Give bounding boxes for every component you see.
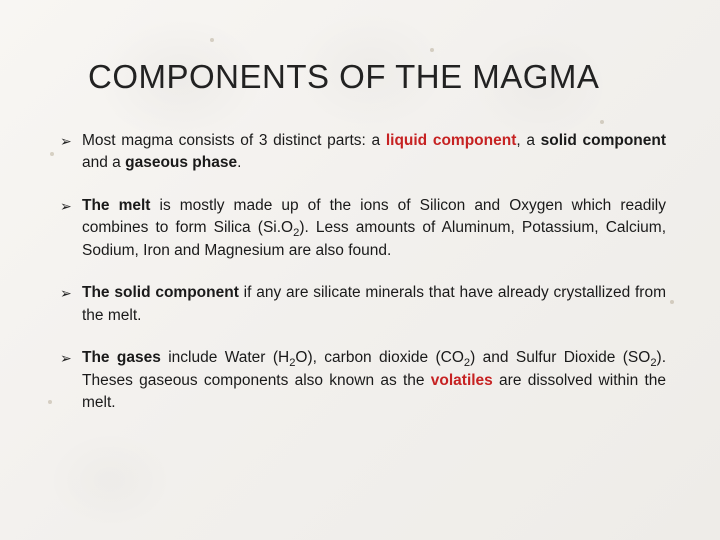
- text-run: .: [237, 154, 241, 171]
- decorative-dot: [600, 120, 604, 124]
- text-run: ) and Sulfur Dioxide (SO: [470, 349, 650, 366]
- decorative-dot: [430, 48, 434, 52]
- decorative-dot: [48, 400, 52, 404]
- bullet-item: Most magma consists of 3 distinct parts:…: [60, 130, 666, 175]
- text-run: O), carbon dioxide (CO: [295, 349, 464, 366]
- emphasis-red: volatiles: [431, 372, 493, 389]
- emphasis-red: liquid component: [386, 132, 517, 149]
- text-run: , a: [516, 132, 540, 149]
- text-run: and a: [82, 154, 125, 171]
- bullet-item: The gases include Water (H2O), carbon di…: [60, 347, 666, 414]
- text-run: include Water (H: [161, 349, 289, 366]
- decorative-dot: [670, 300, 674, 304]
- emphasis-bold: The solid component: [82, 284, 239, 301]
- decorative-dot: [210, 38, 214, 42]
- emphasis-bold: solid component: [541, 132, 666, 149]
- bullet-item: The melt is mostly made up of the ions o…: [60, 195, 666, 262]
- emphasis-bold: The melt: [82, 197, 150, 214]
- slide-title: COMPONENTS OF THE MAGMA: [88, 58, 666, 96]
- slide: COMPONENTS OF THE MAGMA Most magma consi…: [0, 0, 720, 540]
- bullet-list: Most magma consists of 3 distinct parts:…: [60, 130, 666, 415]
- bullet-item: The solid component if any are silicate …: [60, 282, 666, 327]
- emphasis-bold: The gases: [82, 349, 161, 366]
- text-run: Most magma consists of 3 distinct parts:…: [82, 132, 386, 149]
- emphasis-bold: gaseous phase: [125, 154, 237, 171]
- decorative-dot: [50, 152, 54, 156]
